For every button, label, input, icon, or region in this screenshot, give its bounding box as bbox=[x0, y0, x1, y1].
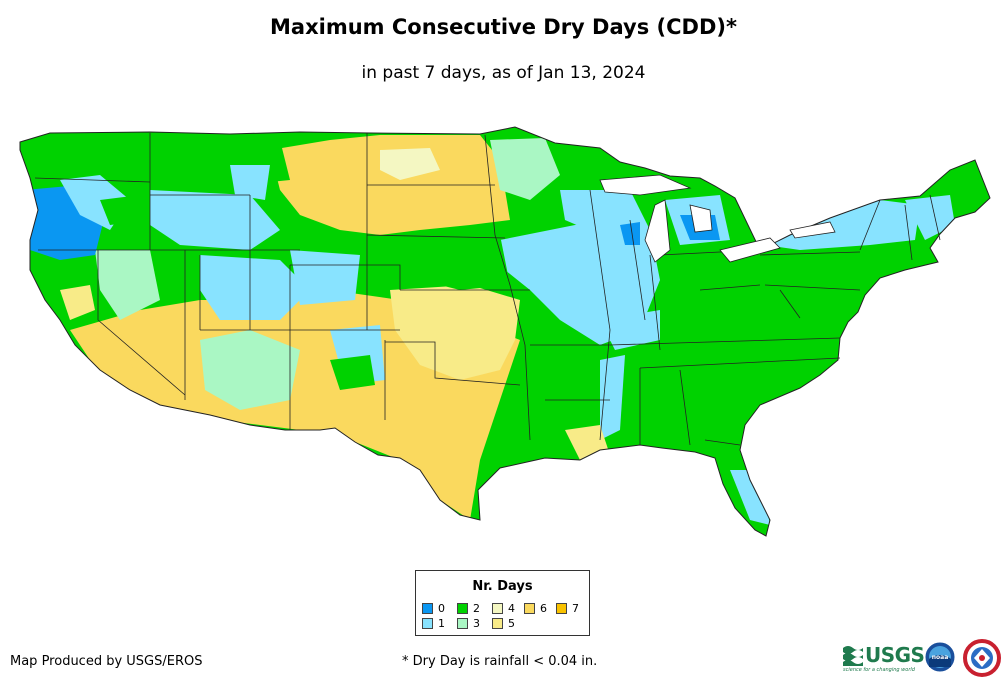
legend-swatch-3 bbox=[457, 618, 468, 629]
legend-title: Nr. Days bbox=[472, 579, 533, 594]
legend-label-6: 6 bbox=[540, 602, 547, 615]
legend-label-1: 1 bbox=[438, 617, 445, 630]
great-lakes bbox=[599, 174, 836, 263]
footnote-text: * Dry Day is rainfall < 0.04 in. bbox=[402, 654, 598, 669]
legend-swatch-7 bbox=[556, 603, 567, 614]
legend-item-1: 1 bbox=[422, 617, 445, 630]
legend-swatch-2 bbox=[457, 603, 468, 614]
legend-item-7: 7 bbox=[556, 602, 579, 615]
map-subtitle: in past 7 days, as of Jan 13, 2024 bbox=[361, 63, 646, 83]
usgs-wave-icon bbox=[843, 646, 863, 666]
legend-item-5: 5 bbox=[492, 617, 515, 630]
legend-swatch-4 bbox=[492, 603, 503, 614]
legend-item-0: 0 bbox=[422, 602, 445, 615]
legend-item-6: 6 bbox=[524, 602, 547, 615]
credit-text: Map Produced by USGS/EROS bbox=[10, 654, 203, 669]
map-fill-layer bbox=[19, 126, 991, 537]
legend-label-3: 3 bbox=[473, 617, 480, 630]
legend-label-5: 5 bbox=[508, 617, 515, 630]
map-title: Maximum Consecutive Dry Days (CDD)* bbox=[270, 15, 737, 39]
legend-swatch-6 bbox=[524, 603, 535, 614]
legend-label-4: 4 bbox=[508, 602, 515, 615]
legend-label-7: 7 bbox=[572, 602, 579, 615]
legend: Nr. Days 0 1 2 3 4 5 6 7 bbox=[415, 570, 590, 636]
usgs-logo: USGS science for a changing world bbox=[843, 643, 925, 673]
legend-swatch-5 bbox=[492, 618, 503, 629]
noaa-logo-text: noaa bbox=[932, 654, 949, 661]
usgs-logo-text: USGS bbox=[865, 643, 925, 667]
nws-logo-icon bbox=[963, 639, 1001, 677]
legend-item-4: 4 bbox=[492, 602, 515, 615]
legend-swatch-1 bbox=[422, 618, 433, 629]
legend-item-3: 3 bbox=[457, 617, 480, 630]
legend-swatch-0 bbox=[422, 603, 433, 614]
legend-item-2: 2 bbox=[457, 602, 480, 615]
state-boundaries bbox=[34, 133, 941, 446]
usgs-tagline: science for a changing world bbox=[843, 667, 915, 673]
legend-label-2: 2 bbox=[473, 602, 480, 615]
legend-label-0: 0 bbox=[438, 602, 445, 615]
noaa-logo-icon: noaa bbox=[924, 641, 956, 673]
